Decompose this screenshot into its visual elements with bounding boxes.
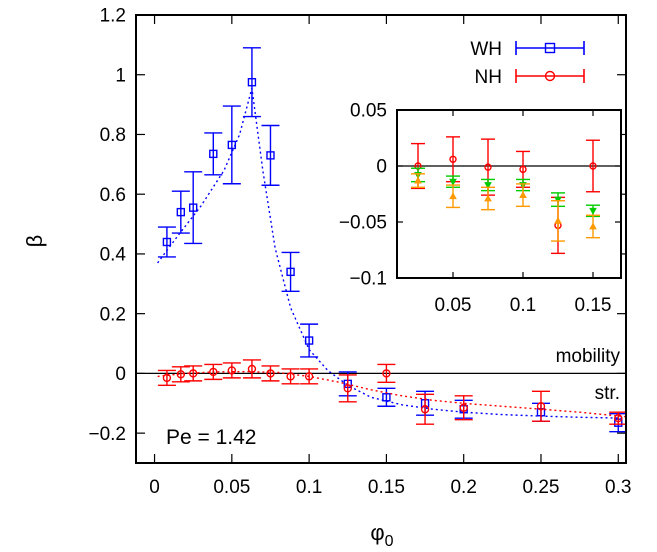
x-tick-label: 0.1 (510, 295, 536, 316)
wh-point (266, 151, 275, 160)
nh-point (304, 372, 314, 381)
nh-point (266, 369, 275, 378)
x-tick-label: 0.05 (435, 295, 472, 316)
str-annotation: str. (595, 383, 620, 404)
legend-marker (544, 42, 556, 54)
nh-point (209, 367, 218, 377)
series-0-point (449, 155, 457, 163)
nh-point (176, 370, 186, 379)
nh-fit-curve (157, 370, 626, 418)
series-1-point (554, 196, 562, 204)
wh-point (304, 336, 314, 345)
x-axis-label: φ0 (370, 520, 393, 550)
series-0-point (484, 163, 492, 171)
y-tick-label: 0.8 (100, 125, 126, 146)
pe-annotation: Pe = 1.42 (166, 426, 257, 449)
main-plot-frame (135, 14, 627, 464)
wh-point (209, 149, 218, 159)
x-tick-label: 0.15 (368, 477, 405, 498)
inset-plot-data (411, 136, 600, 255)
nh-point (420, 405, 430, 414)
legend-marker (544, 70, 556, 82)
nh-point (227, 366, 237, 375)
wh-point (286, 267, 295, 277)
wh-point (227, 140, 237, 150)
x-axis-label-main: φ (370, 520, 384, 545)
x-tick-label: 0.05 (213, 477, 250, 498)
wh-fit-curve (157, 88, 626, 419)
y-tick-label: 0 (115, 364, 126, 385)
series-0-point (589, 162, 597, 170)
x-tick-label: 0.2 (450, 477, 476, 498)
nh-point (162, 373, 172, 383)
main-plot: 0 0.05 0.1 0.15 0.2 0.25 0.3 −0.2 0 0.2 0.4 0.6 0.8 1… (88, 6, 631, 498)
y-tick-label: 1.2 (100, 6, 126, 27)
main-plot-data (157, 47, 626, 433)
inset-plot-background (397, 110, 621, 278)
y-axis-label: β (22, 235, 47, 248)
wh-point (382, 393, 391, 402)
x-tick-label: 0.15 (575, 295, 612, 316)
y-tick-label: 0.05 (350, 101, 387, 122)
y-tick-label: 0.6 (100, 185, 126, 206)
nh-point (536, 402, 546, 411)
y-tick-label: 0.4 (100, 245, 127, 266)
x-tick-label: 0 (149, 477, 160, 498)
series-2-point (589, 222, 597, 230)
mobility-annotation: mobility (556, 346, 621, 367)
nh-point (343, 384, 352, 393)
legend: WH NH (470, 39, 585, 88)
nh-point (382, 369, 391, 378)
nh-point (459, 403, 468, 412)
x-axis-label-sub: 0 (385, 533, 394, 550)
series-1-point (484, 182, 492, 190)
y-tick-label: 0 (376, 157, 387, 178)
series-2-point (484, 194, 492, 202)
wh-point (247, 77, 257, 87)
y-tick-label: 1 (115, 65, 126, 86)
series-2-point (554, 216, 562, 224)
series-2-point (414, 176, 422, 184)
series-1-point (449, 178, 457, 186)
inset-plot-frame (396, 109, 622, 279)
legend-label: WH (470, 39, 502, 60)
wh-point (162, 237, 172, 247)
nh-point (614, 414, 623, 423)
nh-point (286, 372, 295, 381)
x-tick-label: 0.3 (605, 477, 631, 498)
series-2-point (449, 192, 457, 200)
y-tick-label: −0.1 (349, 269, 387, 290)
wh-point (188, 203, 198, 212)
y-tick-label: −0.05 (339, 213, 387, 234)
x-tick-label: 0.25 (522, 477, 559, 498)
wh-point (176, 207, 186, 217)
nh-point (247, 364, 257, 374)
legend-label: NH (475, 67, 502, 88)
inset-plot: 0.05 0.1 0.15 −0.1 −0.05 0 0.05 (339, 101, 622, 316)
nh-point (188, 369, 198, 378)
series-2-point (519, 191, 527, 199)
y-tick-label: 0.2 (100, 304, 126, 325)
x-tick-label: 0.1 (296, 477, 322, 498)
series-1-point (589, 207, 597, 215)
series-0-point (519, 165, 527, 174)
y-tick-label: −0.2 (88, 424, 126, 445)
